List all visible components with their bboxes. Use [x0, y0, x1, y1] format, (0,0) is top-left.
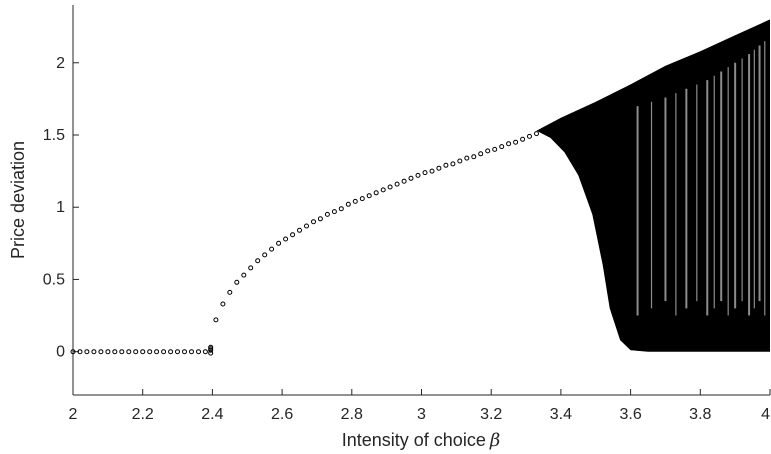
data-point [276, 240, 282, 246]
x-tick-label: 2 [69, 406, 78, 423]
data-point [175, 349, 180, 355]
data-point [182, 349, 187, 355]
data-point [304, 223, 309, 229]
data-point [241, 272, 247, 278]
data-point [161, 349, 167, 355]
data-point [119, 349, 125, 355]
x-tick-label: 2.2 [132, 406, 154, 423]
data-point [401, 178, 407, 184]
data-point [415, 172, 421, 178]
data-point [269, 246, 275, 252]
chaotic-region [536, 19, 770, 352]
x-tick-label: 4 [761, 406, 770, 423]
data-point [126, 349, 132, 355]
data-point [290, 232, 296, 238]
data-point [227, 289, 233, 295]
data-point [196, 349, 201, 355]
data-point [324, 211, 330, 217]
data-point [457, 158, 463, 164]
data-point [133, 349, 139, 355]
data-point [208, 344, 214, 350]
data-point [478, 151, 484, 157]
data-point [394, 181, 400, 187]
data-point [429, 168, 435, 174]
data-point [105, 349, 111, 355]
data-point [387, 184, 393, 190]
data-point [450, 161, 456, 167]
data-point [311, 219, 316, 225]
data-point [471, 154, 477, 160]
data-point [331, 209, 337, 215]
tick-labels: 2 2.2 2.4 2.6 2.8 3 3.2 3.4 3.6 3.8 4 0 0.5 1 1.5 2 [43, 55, 770, 423]
data-point [220, 301, 226, 307]
data-point [436, 165, 442, 171]
data-point [262, 252, 268, 258]
data-point [527, 133, 532, 139]
data-point [234, 279, 240, 285]
data-point [147, 349, 153, 355]
data-point [359, 196, 365, 202]
data-point [154, 349, 160, 355]
data-point [248, 265, 254, 271]
axis-labels: Intensity of choice β Price deviation [8, 141, 500, 451]
y-axis-label: Price deviation [8, 141, 28, 259]
data-point [189, 349, 194, 355]
data-point [380, 187, 386, 193]
data-points [70, 131, 539, 356]
y-tick-label: 0 [56, 344, 65, 361]
chaotic-attractor-band [536, 19, 770, 352]
data-point [499, 144, 505, 150]
data-point [338, 206, 344, 212]
data-point [408, 175, 414, 181]
data-point [202, 349, 208, 355]
x-tick-label: 2.8 [341, 406, 363, 423]
x-tick-label: 3.6 [619, 406, 641, 423]
data-point [366, 193, 372, 199]
data-point [168, 349, 174, 355]
data-point [345, 201, 351, 207]
data-point [317, 216, 323, 222]
x-tick-label: 2.6 [271, 406, 293, 423]
data-point [140, 349, 146, 355]
data-point [520, 136, 526, 142]
x-axis-label: Intensity of choice β [342, 430, 501, 451]
data-point [255, 258, 261, 264]
x-tick-label: 3.2 [480, 406, 502, 423]
y-tick-label: 2 [56, 55, 65, 72]
data-point [492, 146, 498, 152]
data-point [422, 170, 428, 176]
data-point [443, 162, 449, 168]
y-tick-label: 1 [56, 199, 65, 216]
y-tick-label: 1.5 [43, 127, 65, 144]
x-axis-label-symbol: β [489, 430, 500, 451]
data-point [283, 236, 289, 242]
x-tick-label: 2.4 [201, 406, 223, 423]
x-tick-label: 3.4 [550, 406, 572, 423]
data-point [98, 349, 104, 355]
data-point [464, 155, 470, 161]
data-point [485, 148, 491, 154]
data-point [213, 317, 219, 323]
data-point [208, 350, 214, 356]
x-tick-label: 3 [417, 406, 426, 423]
data-point [506, 141, 512, 147]
data-point [352, 198, 358, 204]
data-point [84, 349, 90, 355]
data-point [513, 139, 519, 145]
data-point [91, 349, 97, 355]
data-point [77, 349, 83, 355]
x-axis-label-text: Intensity of choice [342, 430, 486, 450]
y-tick-label: 0.5 [43, 271, 65, 288]
data-point [534, 131, 539, 137]
data-point [373, 190, 379, 196]
data-point [297, 227, 302, 233]
data-point [112, 349, 118, 355]
data-point [70, 349, 76, 355]
x-tick-label: 3.8 [689, 406, 711, 423]
